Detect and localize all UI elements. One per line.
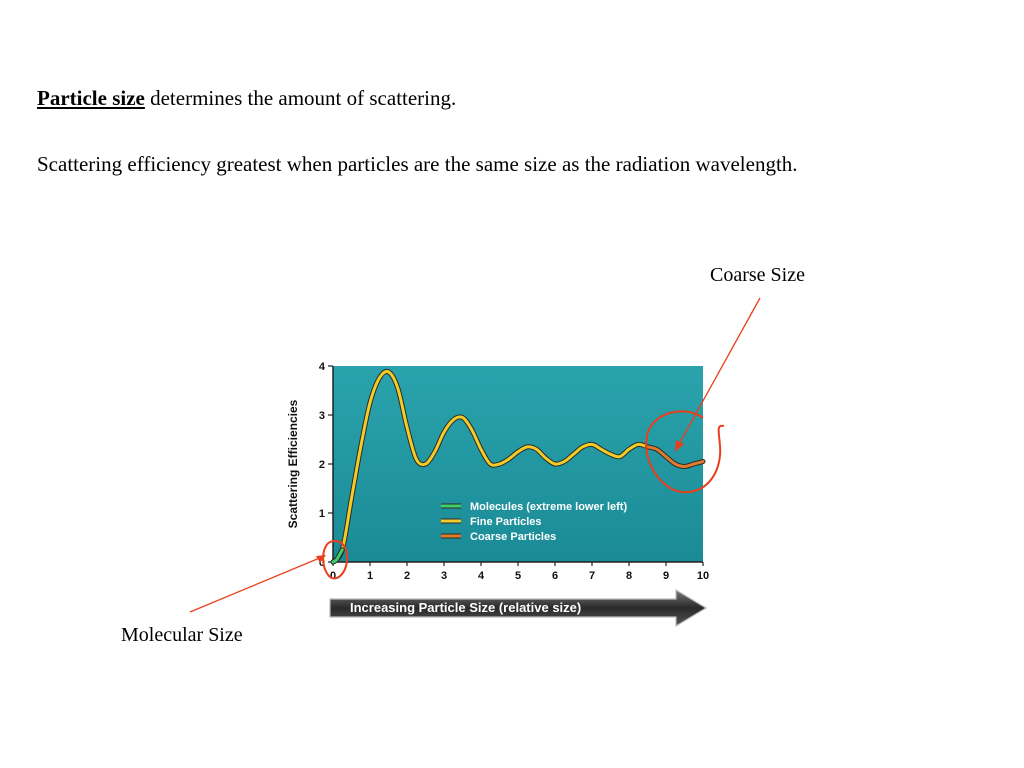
x-tick-label: 5 <box>515 570 521 582</box>
y-tick-label: 0 <box>319 557 325 569</box>
body-line: Scattering efficiency greatest when part… <box>37 152 798 176</box>
x-tick-label: 4 <box>478 570 485 582</box>
scattering-chart: 0 1 2 3 4 0 1 2 3 4 5 6 7 8 9 10 Scattering Efficiencies… <box>286 361 709 628</box>
molecular-arrow-line <box>189 556 323 613</box>
x-tick-label: 3 <box>441 570 447 582</box>
y-tick-label: 4 <box>319 361 326 373</box>
legend-label: Molecules (extreme lower left) <box>470 501 627 513</box>
annotation-marks <box>189 297 761 613</box>
x-tick-label: 6 <box>552 570 558 582</box>
x-tick-label: 8 <box>626 570 632 582</box>
x-axis-arrow <box>329 588 708 628</box>
y-tick-label: 3 <box>319 410 325 422</box>
series-line-fine <box>331 369 649 564</box>
plot-area <box>333 366 703 562</box>
coarse-arrowhead <box>675 440 684 452</box>
molecular-arrowhead <box>316 555 326 563</box>
series-line-coarse <box>646 445 705 468</box>
x-tick-label: 7 <box>589 570 595 582</box>
y-axis-label: Scattering Efficiencies <box>286 399 300 528</box>
y-tick-label: 2 <box>319 459 325 471</box>
x-tick-label: 1 <box>367 570 373 582</box>
x-tick-label: 10 <box>697 570 709 582</box>
x-tick-label: 0 <box>330 570 336 582</box>
heading-line: Particle size determines the amount of s… <box>37 86 456 111</box>
coarse-arrow-line <box>677 297 761 447</box>
x-tick-label: 2 <box>404 570 410 582</box>
coarse-circle <box>645 410 725 494</box>
coarse-size-annotation: Coarse Size <box>710 264 805 286</box>
molecular-size-annotation: Molecular Size <box>121 624 243 646</box>
particle-size-keyword: Particle size <box>37 86 145 110</box>
x-tick-label: 9 <box>663 570 669 582</box>
heading-rest: determines the amount of scattering. <box>144 86 457 110</box>
y-tick-label: 1 <box>319 508 325 520</box>
series-line-molecules <box>331 548 344 564</box>
legend-label: Fine Particles <box>470 516 542 528</box>
legend-label: Coarse Particles <box>470 531 556 543</box>
x-axis-label: Increasing Particle Size (relative size) <box>350 600 581 615</box>
